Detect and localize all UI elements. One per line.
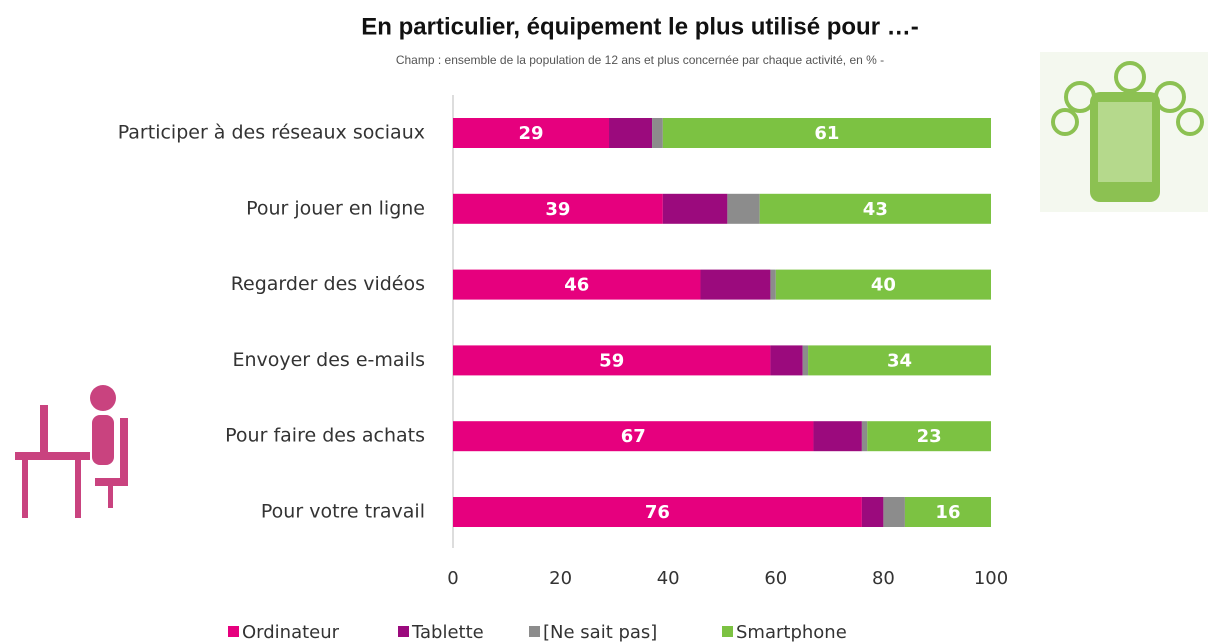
- value-label: 34: [887, 350, 912, 371]
- value-label: 46: [564, 275, 589, 296]
- value-label: 39: [545, 199, 570, 220]
- computer-user-icon: [15, 385, 128, 518]
- category-label: Envoyer des e-mails: [232, 349, 425, 371]
- legend-swatch: [722, 626, 733, 637]
- category-label: Pour jouer en ligne: [246, 197, 425, 219]
- bar-segment: [652, 118, 663, 148]
- chart: En particulier, équipement le plus utili…: [0, 0, 1208, 644]
- x-tick-label: 20: [549, 568, 572, 589]
- value-label: 67: [621, 426, 646, 447]
- bar-segment: [663, 194, 728, 224]
- bar-segment: [883, 497, 905, 527]
- value-label: 43: [863, 199, 888, 220]
- category-label: Regarder des vidéos: [231, 273, 425, 295]
- bar-segment: [727, 194, 759, 224]
- chart-subtitle: Champ : ensemble de la population de 12 …: [396, 53, 884, 67]
- x-tick-label: 100: [974, 568, 1008, 589]
- chart-title: En particulier, équipement le plus utili…: [361, 13, 918, 40]
- bar-segment: [770, 345, 802, 375]
- legend-swatch: [529, 626, 540, 637]
- x-tick-label: 0: [447, 568, 458, 589]
- value-label: 61: [814, 123, 839, 144]
- bar-segment: [770, 270, 775, 300]
- category-label: Pour votre travail: [261, 501, 425, 523]
- bar-segment: [609, 118, 652, 148]
- legend-swatch: [228, 626, 239, 637]
- legend-label: Ordinateur: [242, 622, 340, 643]
- bar-segment: [862, 497, 884, 527]
- legend-swatch: [398, 626, 409, 637]
- legend-label: Tablette: [411, 622, 484, 643]
- bar-segment: [803, 345, 808, 375]
- bar-segment: [862, 421, 867, 451]
- x-tick-label: 40: [657, 568, 680, 589]
- x-tick-label: 60: [764, 568, 787, 589]
- category-label: Pour faire des achats: [225, 425, 425, 447]
- value-label: 29: [518, 123, 543, 144]
- value-label: 23: [917, 426, 942, 447]
- value-label: 59: [599, 350, 624, 371]
- legend-label: Smartphone: [736, 622, 847, 643]
- value-label: 76: [645, 502, 670, 523]
- value-label: 40: [871, 275, 896, 296]
- bar-segment: [700, 270, 770, 300]
- category-label: Participer à des réseaux sociaux: [118, 122, 425, 144]
- social-network-icon: [1040, 52, 1208, 212]
- bar-segment: [813, 421, 861, 451]
- value-label: 16: [935, 502, 960, 523]
- legend-label: [Ne sait pas]: [543, 622, 657, 643]
- x-tick-label: 80: [872, 568, 895, 589]
